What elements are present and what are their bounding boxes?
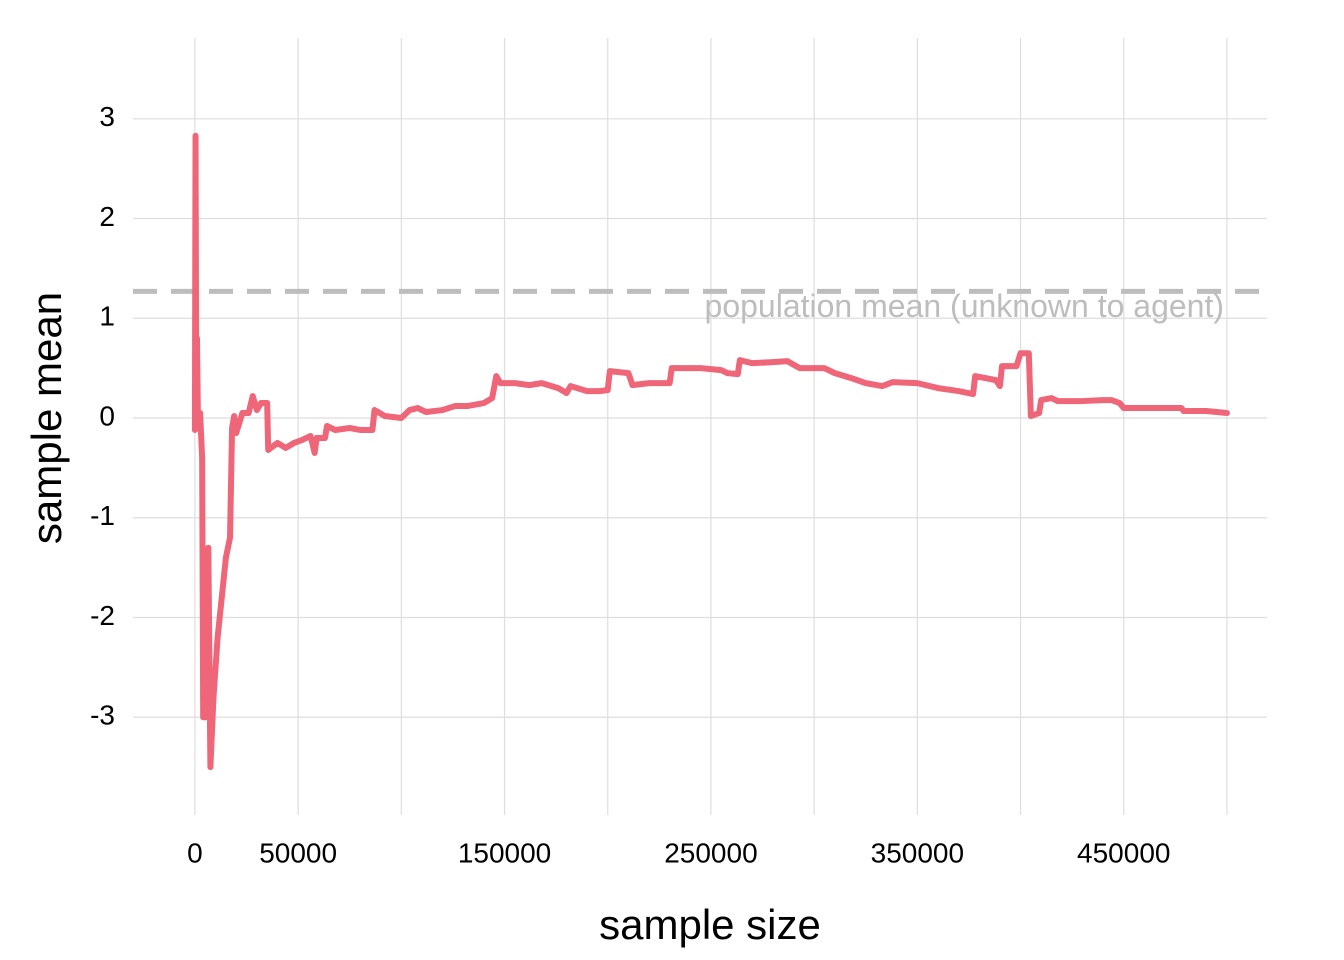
x-axis-title: sample size <box>599 901 821 948</box>
reference-label: population mean (unknown to agent) <box>705 288 1224 324</box>
data-line <box>191 132 1230 771</box>
y-tick-label: -1 <box>90 500 115 531</box>
x-tick-label: 450000 <box>1077 837 1170 868</box>
y-tick-label: -3 <box>90 700 115 731</box>
x-tick-label: 250000 <box>664 837 757 868</box>
y-axis-title: sample mean <box>23 292 70 544</box>
x-tick-label: 150000 <box>458 837 551 868</box>
y-tick-label: 3 <box>99 101 115 132</box>
y-tick-label: 0 <box>99 400 115 431</box>
x-tick-label: 50000 <box>259 837 337 868</box>
y-tick-label: 2 <box>99 201 115 232</box>
x-tick-label: 350000 <box>871 837 964 868</box>
y-tick-label: 1 <box>99 301 115 332</box>
y-tick-label: -2 <box>90 600 115 631</box>
x-tick-label: 0 <box>187 837 203 868</box>
